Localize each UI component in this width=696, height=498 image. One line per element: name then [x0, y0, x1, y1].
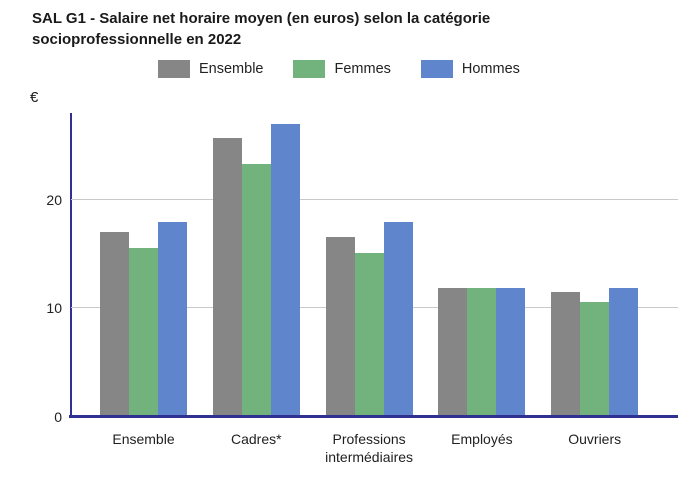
chart-title: SAL G1 - Salaire net horaire moyen (en e…: [32, 10, 491, 48]
x-category-label: Ensemble: [112, 431, 175, 447]
y-tick-label-20: 20: [46, 191, 62, 208]
bar-hommes-professions-interm-diaires: [383, 221, 413, 415]
legend-swatch-hommes: [420, 60, 453, 78]
bar-femmes-employ-s: [467, 287, 497, 415]
legend-item-femmes: Femmes: [293, 60, 391, 78]
bar-femmes-cadres-: [241, 164, 271, 415]
legend-swatch-femmes: [293, 60, 326, 78]
bar-hommes-employ-s: [496, 287, 526, 415]
bar-ensemble-cadres-: [212, 138, 242, 415]
y-axis-unit-label: €: [30, 89, 39, 106]
x-category-label: Employés: [451, 431, 513, 447]
legend-item-hommes: Hommes: [420, 60, 520, 78]
x-category-label: Ouvriers: [568, 431, 622, 447]
bar-femmes-ouvriers: [580, 302, 610, 415]
legend-label: Hommes: [461, 61, 520, 77]
y-tick-label-10: 10: [46, 300, 62, 317]
x-category-label: Cadres*: [231, 431, 282, 447]
bar-hommes-ouvriers: [609, 287, 639, 415]
gridline-20: [71, 198, 678, 200]
x-category-label: Professions intermédiaires: [325, 431, 414, 466]
bar-ensemble-professions-interm-diaires: [325, 236, 355, 415]
y-axis-line: [70, 113, 72, 417]
bar-ensemble-ouvriers: [551, 292, 581, 415]
bar-femmes-professions-interm-diaires: [354, 253, 384, 415]
legend: Ensemble Femmes Hommes: [158, 60, 520, 78]
bar-hommes-cadres-: [270, 124, 300, 415]
y-tick-label-0: 0: [54, 409, 62, 425]
bar-ensemble-employ-s: [438, 287, 468, 415]
legend-item-ensemble: Ensemble: [158, 60, 263, 78]
plot-area: [69, 113, 678, 418]
legend-swatch-ensemble: [158, 60, 190, 78]
bar-ensemble-ensemble: [100, 231, 129, 415]
bar-femmes-ensemble: [129, 247, 158, 415]
legend-label: Femmes: [334, 61, 391, 77]
bar-hommes-ensemble: [158, 221, 187, 415]
legend-label: Ensemble: [199, 61, 264, 77]
x-axis-line: [69, 415, 678, 418]
